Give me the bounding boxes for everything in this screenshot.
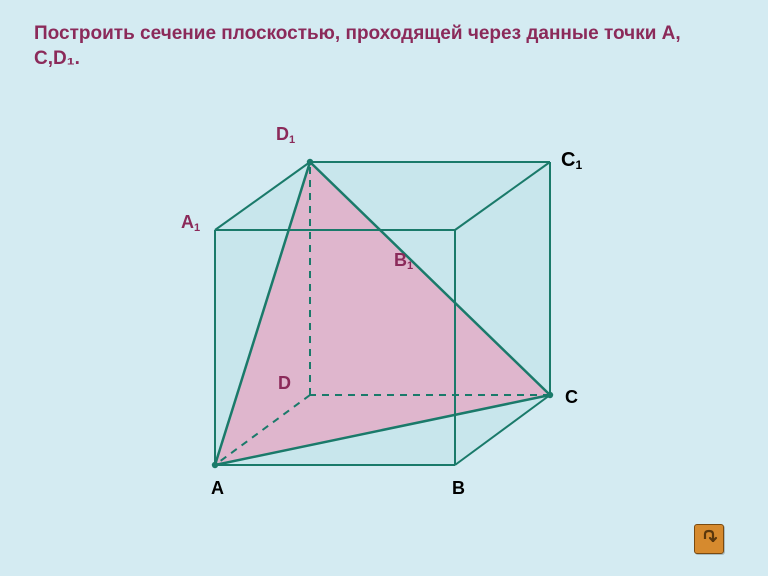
return-button[interactable] <box>694 524 724 554</box>
svg-text:C: C <box>565 387 578 407</box>
cube-diagram: ABCDA1B1C1D1 <box>0 0 768 576</box>
svg-text:A: A <box>211 478 224 498</box>
svg-text:D: D <box>278 373 291 393</box>
svg-text:D1: D1 <box>276 124 295 146</box>
svg-text:C1: C1 <box>561 149 582 172</box>
svg-text:A1: A1 <box>181 212 200 234</box>
svg-text:B: B <box>452 478 465 498</box>
u-turn-icon <box>699 529 719 549</box>
